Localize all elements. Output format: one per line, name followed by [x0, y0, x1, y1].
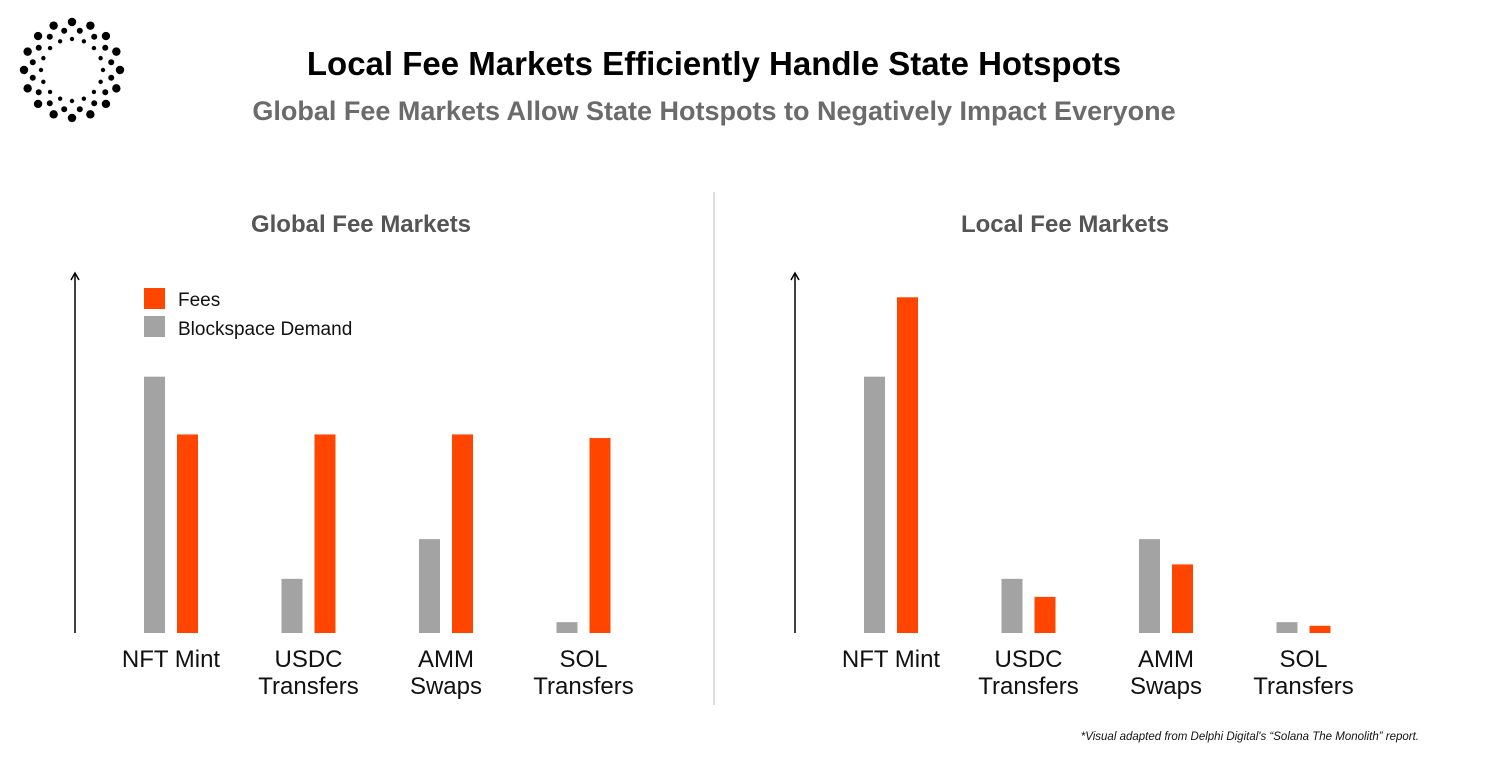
logo-dot — [81, 39, 87, 44]
logo-dot — [35, 44, 42, 51]
category-label: NFT Mint — [842, 646, 941, 673]
logo-dot — [46, 33, 53, 40]
logo-dot — [69, 36, 75, 42]
logo-dot — [47, 45, 53, 51]
logo-dot — [100, 67, 106, 73]
legend-label-demand: Blockspace Demand — [178, 319, 352, 340]
logo-dot — [76, 106, 83, 113]
legend-swatch-fees — [144, 288, 165, 309]
logo-dot — [112, 84, 121, 93]
logo-dot — [67, 17, 77, 27]
logo-dot — [69, 98, 75, 104]
logo-dot — [86, 21, 95, 30]
category-label: Transfers — [533, 673, 633, 700]
logo-dot — [98, 79, 103, 85]
logo-dot — [115, 65, 125, 75]
bar-blockspace-demand — [864, 376, 885, 633]
category-label: Transfers — [1253, 673, 1353, 700]
category-label: Transfers — [978, 673, 1078, 700]
logo-dot — [108, 74, 115, 81]
category-label: NFT Mint — [122, 646, 221, 673]
bar-fees — [897, 297, 918, 633]
panel-title-local: Local Fee Markets — [961, 211, 1169, 238]
logo-dot — [33, 31, 43, 41]
bar-blockspace-demand — [1001, 578, 1023, 633]
logo-dot — [61, 27, 68, 34]
logo-dot — [46, 100, 53, 107]
category-label: Swaps — [410, 673, 482, 700]
logo-dot — [29, 59, 36, 66]
bar-blockspace-demand — [419, 539, 440, 633]
category-label: SOL — [1279, 646, 1327, 673]
logo-dot — [101, 99, 111, 109]
bar-blockspace-demand — [1276, 622, 1298, 633]
category-label: Swaps — [1130, 673, 1202, 700]
bar-fees — [177, 434, 198, 633]
logo-dot — [57, 39, 63, 44]
logo-dot — [23, 47, 32, 56]
bar-fees — [1309, 625, 1331, 633]
panel-title-global: Global Fee Markets — [251, 211, 471, 238]
logo-dot — [61, 106, 68, 113]
logo-dot — [91, 33, 98, 40]
bar-blockspace-demand — [144, 376, 165, 633]
chart-title: Local Fee Markets Efficiently Handle Sta… — [307, 45, 1121, 82]
logo-dot — [35, 89, 42, 96]
logo-dot — [76, 27, 83, 34]
y-axis-arrow-icon — [70, 271, 80, 281]
chart-subtitle: Global Fee Markets Allow State Hotspots … — [252, 96, 1175, 126]
logo-dot — [19, 65, 29, 75]
logo-dot — [86, 110, 95, 119]
category-label: AMM — [1138, 646, 1194, 673]
bar-fees — [589, 438, 611, 633]
logo-dot — [81, 96, 87, 101]
bar-fees — [1172, 564, 1193, 633]
category-label: SOL — [559, 646, 607, 673]
bar-fees — [1034, 596, 1056, 633]
logo-dot — [57, 96, 63, 101]
logo-dot — [102, 44, 109, 51]
legend-label-fees: Fees — [178, 290, 220, 311]
y-axis-arrow-icon — [790, 271, 800, 281]
logo-dot — [108, 59, 115, 66]
logo-dot — [49, 110, 58, 119]
logo-dot — [29, 74, 36, 81]
logo-dot — [23, 84, 32, 93]
logo-dot — [102, 89, 109, 96]
logo-dot — [49, 21, 58, 30]
logo-dot — [91, 45, 97, 51]
logo-dot — [41, 55, 46, 61]
logo-dot — [98, 55, 103, 61]
logo-dot — [67, 113, 77, 123]
bar-blockspace-demand — [556, 622, 578, 633]
logo-dot — [91, 100, 98, 107]
dotted-circle-logo — [19, 17, 125, 123]
bar-fees — [314, 434, 336, 633]
logo-dot — [41, 79, 46, 85]
category-label: Transfers — [258, 673, 358, 700]
footnote: *Visual adapted from Delphi Digital's “S… — [1081, 731, 1419, 743]
category-label: USDC — [274, 646, 342, 673]
category-label: USDC — [994, 646, 1062, 673]
logo-dot — [38, 67, 44, 73]
logo-dot — [101, 31, 111, 41]
bar-blockspace-demand — [281, 578, 303, 633]
bar-blockspace-demand — [1139, 539, 1160, 633]
logo-dot — [33, 99, 43, 109]
logo-dot — [47, 89, 53, 95]
logo-dot — [91, 89, 97, 95]
legend-swatch-demand — [144, 316, 165, 337]
category-label: AMM — [418, 646, 474, 673]
bar-fees — [452, 434, 473, 633]
logo-dot — [112, 47, 121, 56]
legend: Fees Blockspace Demand — [144, 288, 352, 340]
